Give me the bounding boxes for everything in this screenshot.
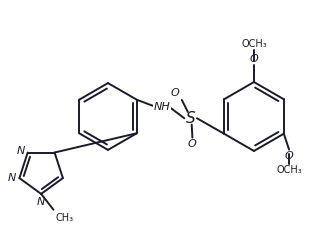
- Text: CH₃: CH₃: [55, 212, 73, 223]
- Text: O: O: [188, 139, 197, 149]
- Text: N: N: [17, 146, 25, 156]
- Text: O: O: [171, 88, 180, 98]
- Text: S: S: [186, 111, 195, 126]
- Text: N: N: [7, 173, 16, 183]
- Text: OCH₃: OCH₃: [276, 165, 302, 175]
- Text: OCH₃: OCH₃: [241, 39, 267, 49]
- Text: O: O: [285, 151, 293, 161]
- Text: O: O: [250, 54, 258, 64]
- Text: N: N: [37, 197, 45, 207]
- Text: NH: NH: [154, 102, 170, 112]
